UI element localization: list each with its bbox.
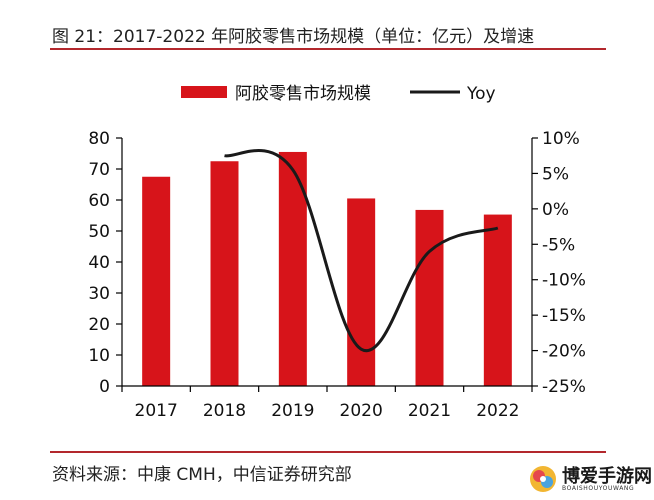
right-axis-tick-label: -25% [542, 377, 586, 397]
left-axis-tick-label: 50 [88, 222, 110, 242]
legend-bar-swatch [181, 86, 227, 98]
yoy-series [224, 149, 499, 353]
figure-title: 图 21：2017-2022 年阿胶零售市场规模（单位：亿元）及增速 [52, 27, 535, 47]
x-axis-tick-label: 2019 [271, 401, 314, 421]
x-axis-tick-label: 2021 [408, 401, 451, 421]
right-axis: -25% -20% -15% -10% -5% 0% 5% 10% [531, 129, 586, 397]
left-axis-tick-label: 20 [88, 315, 110, 335]
top-divider [50, 48, 606, 50]
right-axis-tick-label: -10% [542, 271, 586, 291]
legend: 阿胶零售市场规模 Yoy [181, 84, 496, 104]
left-axis-tick-label: 60 [88, 191, 110, 211]
legend-line-label: Yoy [466, 84, 496, 104]
right-axis-tick-label: 10% [542, 129, 580, 149]
watermark-subtext: BOAISHOUYOUWANG [562, 485, 635, 492]
watermark-text: 博爱手游网 [562, 466, 652, 487]
legend-bar-label: 阿胶零售市场规模 [235, 84, 371, 104]
right-axis-tick-label: -15% [542, 306, 586, 326]
left-axis-tick-label: 80 [88, 129, 110, 149]
right-axis-tick-label: -20% [542, 342, 586, 362]
x-axis-tick-label: 2018 [203, 401, 246, 421]
bar-2017 [142, 176, 171, 386]
left-axis-tick-label: 40 [88, 253, 110, 273]
right-axis-tick-label: 0% [542, 200, 569, 220]
bar-2018 [210, 161, 239, 386]
bottom-divider [50, 451, 606, 453]
left-axis-tick-label: 70 [88, 160, 110, 180]
left-axis-tick-label: 0 [99, 377, 110, 397]
right-axis-tick-label: 5% [542, 164, 569, 184]
logo-icon [530, 466, 556, 492]
bar-2020 [347, 198, 376, 386]
watermark-logo: 博爱手游网 BOAISHOUYOUWANG [528, 462, 654, 498]
left-axis: 0 10 20 30 40 50 60 70 80 [88, 129, 123, 397]
bar-2022 [483, 214, 512, 386]
yoy-line [224, 149, 499, 353]
x-axis-tick-label: 2020 [340, 401, 383, 421]
x-axis-tick-label: 2017 [135, 401, 178, 421]
bar-2021 [415, 209, 444, 386]
left-axis-tick-label: 10 [88, 346, 110, 366]
source-note: 资料来源：中康 CMH，中信证券研究部 [52, 465, 352, 485]
right-axis-tick-label: -5% [542, 235, 575, 255]
x-axis: 2017 2018 2019 2020 2021 2022 [121, 385, 533, 421]
left-axis-tick-label: 30 [88, 284, 110, 304]
x-axis-tick-label: 2022 [476, 401, 519, 421]
